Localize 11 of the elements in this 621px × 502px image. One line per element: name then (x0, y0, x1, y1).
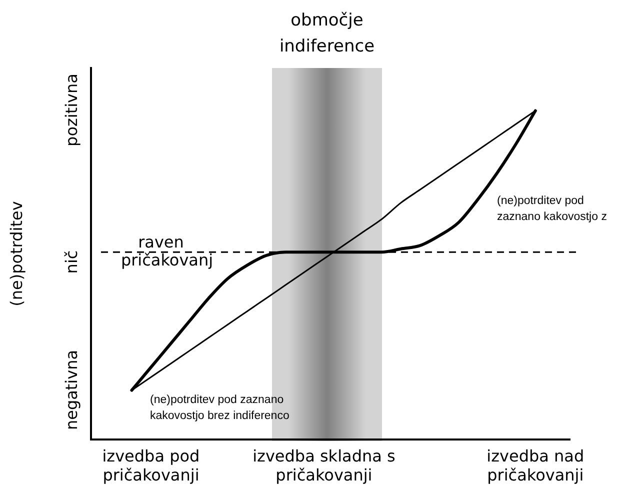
ref-line-label: raven pričakovanj (120, 232, 214, 270)
annotation: (ne)potrditev pod zaznano kakovostjo z (497, 195, 608, 224)
text: negativna (62, 350, 82, 430)
x-tick-label: izvedba pod pričakovanji (102, 446, 200, 485)
y-axis-title: (ne)potrditev (6, 201, 26, 306)
annotation: (ne)potrditev pod zaznano kakovostjo brez indiferenco (150, 394, 290, 422)
text: pozitivna (62, 74, 82, 146)
text: nič (62, 250, 82, 274)
text: območje indiference (279, 10, 375, 56)
x-tick-label: izvedba skladna s pričakovanji (252, 446, 396, 485)
x-tick-label: izvedba nad pričakovanji (486, 446, 584, 485)
